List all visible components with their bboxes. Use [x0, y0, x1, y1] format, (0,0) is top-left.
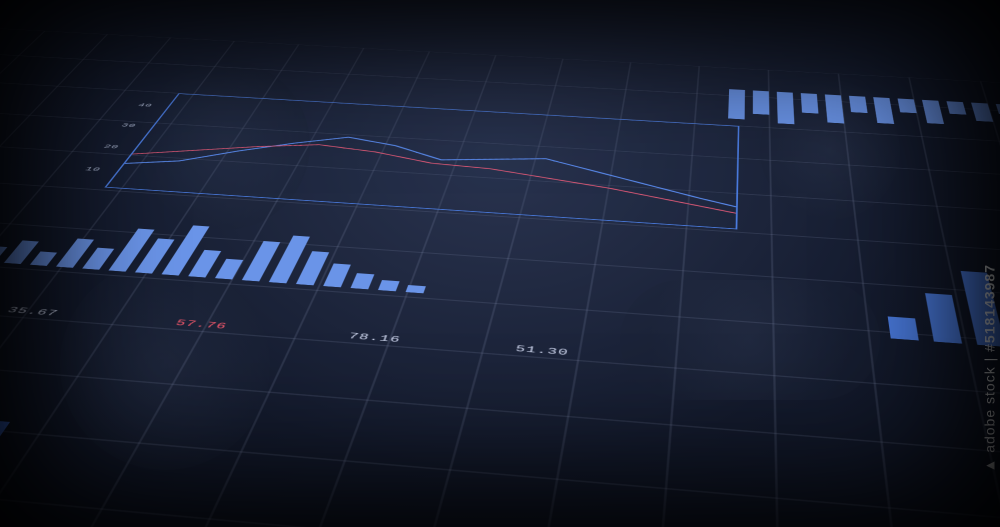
bar: [801, 93, 819, 113]
bar: [753, 90, 769, 114]
bar: [849, 95, 868, 112]
bar: [777, 91, 795, 124]
bar: [825, 94, 844, 123]
perspective-plane: 10203040 35.6757.7678.1651.30: [0, 24, 1000, 527]
stage: 10203040 35.6757.7678.1651.30 ▲ adobe st…: [0, 0, 1000, 527]
bar: [728, 89, 745, 119]
line-series-blue: [122, 125, 737, 206]
bar: [898, 98, 917, 113]
